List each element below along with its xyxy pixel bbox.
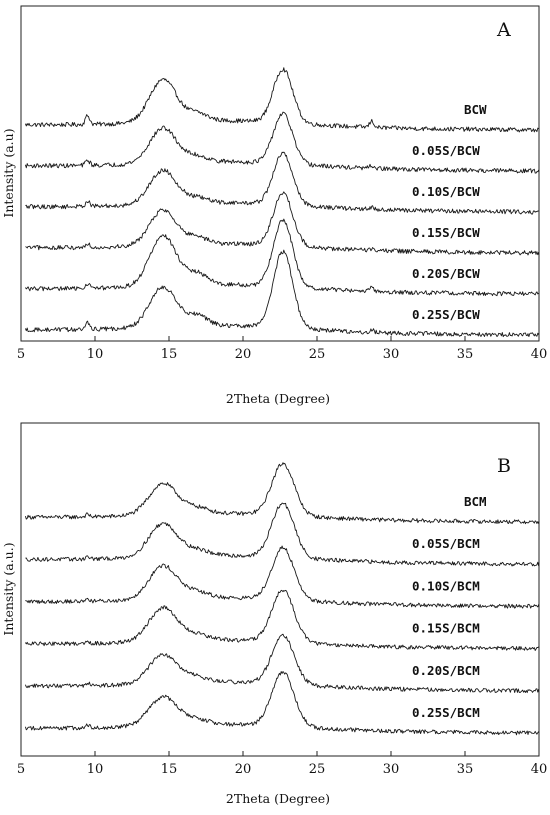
x-tick-label: 30 bbox=[383, 762, 400, 777]
x-tick-label: 25 bbox=[309, 347, 326, 362]
trace-0-20s-bcm bbox=[24, 633, 540, 694]
series-label-0-25s-bcm: 0.25S/BCM bbox=[412, 705, 480, 720]
panel-a-letter: A bbox=[496, 19, 511, 41]
trace-0-05s-bcm bbox=[25, 502, 540, 567]
x-tick-label: 5 bbox=[17, 347, 25, 362]
trace-0-15s-bcm bbox=[25, 589, 539, 651]
series-label-0-15s-bcm: 0.15S/BCM bbox=[412, 621, 480, 636]
x-tick-label: 25 bbox=[309, 762, 326, 777]
x-tick-label: 10 bbox=[87, 762, 104, 777]
series-label-0-05s-bcm: 0.05S/BCM bbox=[412, 536, 480, 551]
x-tick-label: 15 bbox=[161, 762, 178, 777]
series-label-0-20s-bcw: 0.20S/BCW bbox=[412, 266, 480, 281]
panel-a: A BCW 0.05S/BCW 0.10S/BCW 0.15S/BCW 0.20S/BC… bbox=[1, 5, 548, 406]
trace-0-25s-bcm bbox=[24, 671, 540, 736]
trace-bcw bbox=[24, 67, 539, 133]
trace-bcm bbox=[24, 462, 540, 525]
series-label-0-25s-bcw: 0.25S/BCW bbox=[412, 307, 480, 322]
panel-b: B BCM 0.05S/BCM 0.10S/BCM 0.15S/BCM 0.20S/BC… bbox=[1, 422, 548, 806]
trace-0-05s-bcw bbox=[24, 111, 540, 174]
x-tick-label: 5 bbox=[17, 762, 25, 777]
panel-a-xlabel: 2Theta (Degree) bbox=[226, 391, 330, 406]
x-tick-label: 10 bbox=[87, 347, 104, 362]
series-label-0-10s-bcm: 0.10S/BCM bbox=[412, 578, 480, 593]
x-tick-label: 20 bbox=[235, 347, 252, 362]
x-tick-label: 35 bbox=[457, 347, 474, 362]
x-tick-label: 15 bbox=[161, 347, 178, 362]
series-label-0-15s-bcw: 0.15S/BCW bbox=[412, 225, 480, 240]
series-label-bcw: BCW bbox=[464, 102, 487, 117]
x-tick-label: 40 bbox=[531, 347, 548, 362]
x-tick-label: 30 bbox=[383, 347, 400, 362]
trace-0-15s-bcw bbox=[25, 191, 540, 256]
x-tick-label: 35 bbox=[457, 762, 474, 777]
panel-b-ylabel: Intensity (a.u.) bbox=[1, 542, 16, 635]
series-label-0-20s-bcm: 0.20S/BCM bbox=[412, 663, 480, 678]
x-tick-label: 20 bbox=[235, 762, 252, 777]
panel-b-letter: B bbox=[497, 455, 511, 477]
panel-b-frame bbox=[20, 422, 540, 757]
series-label-bcm: BCM bbox=[464, 494, 487, 509]
panel-b-xlabel: 2Theta (Degree) bbox=[226, 791, 330, 806]
series-label-0-05s-bcw: 0.05S/BCW bbox=[412, 143, 480, 158]
trace-0-10s-bcw bbox=[25, 151, 539, 215]
trace-0-20s-bcw bbox=[25, 218, 539, 297]
trace-0-25s-bcw bbox=[24, 249, 540, 338]
series-label-0-10s-bcw: 0.10S/BCW bbox=[412, 184, 480, 199]
trace-0-10s-bcm bbox=[25, 545, 540, 609]
panel-a-ylabel: Intensity (a.u) bbox=[1, 128, 16, 217]
panel-a-frame bbox=[20, 5, 540, 342]
x-tick-label: 40 bbox=[531, 762, 548, 777]
